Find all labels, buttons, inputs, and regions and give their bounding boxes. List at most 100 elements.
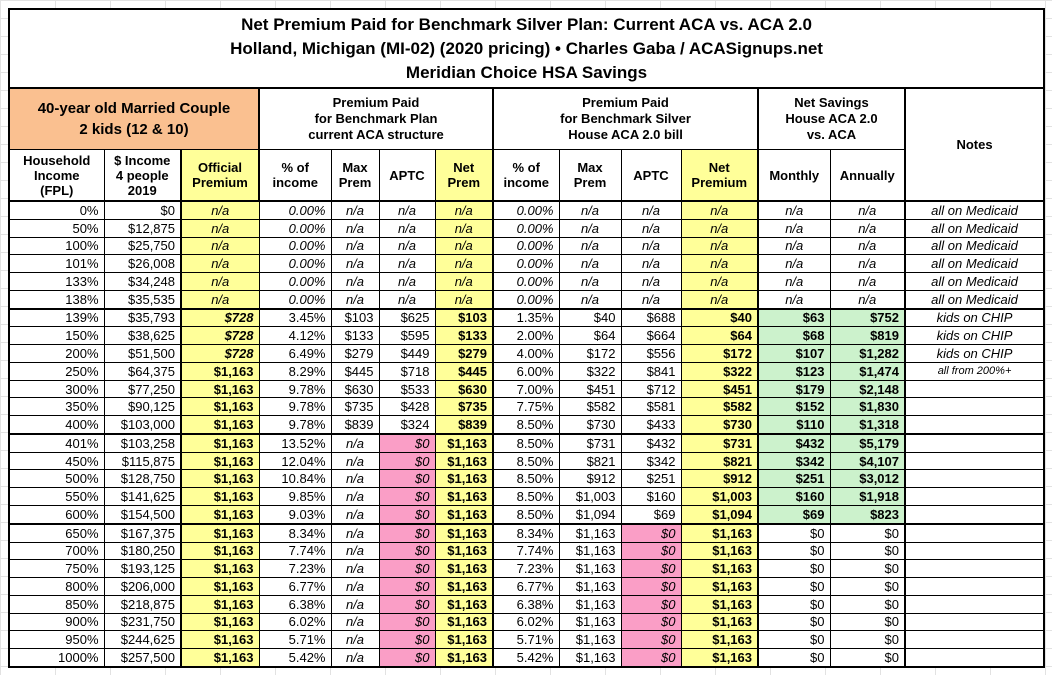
cell-aca2_pct_income: 7.23% <box>492 559 560 579</box>
cell-aca2_aptc: $160 <box>620 487 682 506</box>
cell-income_2019: $35,793 <box>103 307 182 328</box>
cell-aca_pct_income: 8.29% <box>258 361 332 381</box>
cell-aca_pct_income: 12.04% <box>258 451 332 471</box>
cell-notes: kids on CHIP <box>903 344 1045 363</box>
table-row: 950% $244,625 $1,163 5.71% n/a $0 $1,163 5.71% $… <box>8 630 1045 650</box>
cell-aca2_pct_income: 8.34% <box>492 522 560 543</box>
col-header-aca2-pct-income: % of income <box>492 149 560 202</box>
cell-fpl: 50% <box>8 218 105 238</box>
cell-official_premium: $728 <box>180 326 260 346</box>
cell-aca_aptc: $0 <box>378 469 436 489</box>
cell-aca_aptc: $0 <box>378 577 436 596</box>
cell-aca_max_prem: n/a <box>330 648 380 668</box>
cell-income_2019: $90,125 <box>103 397 182 417</box>
premium-table: Net Premium Paid for Benchmark Silver Pl… <box>8 8 1046 668</box>
cell-aca_aptc: $0 <box>378 541 436 561</box>
cell-notes: all on Medicaid <box>903 200 1045 220</box>
cell-aca2_aptc: $0 <box>620 577 682 596</box>
cell-aca_max_prem: $279 <box>330 344 380 363</box>
cell-aca2_net_premium: $731 <box>680 432 759 453</box>
cell-aca2_net_premium: $40 <box>680 307 759 328</box>
group-header-aca2: Premium Paid for Benchmark Silver House … <box>492 87 759 150</box>
cell-aca2_net_premium: $451 <box>680 379 759 399</box>
cell-aca_max_prem: n/a <box>330 487 380 506</box>
cell-aca_net_prem: $445 <box>434 361 494 381</box>
title-line-2: Holland, Michigan (MI-02) (2020 pricing)… <box>230 38 823 58</box>
cell-aca2_pct_income: 6.02% <box>492 612 560 632</box>
cell-notes <box>903 415 1045 435</box>
cell-income_2019: $64,375 <box>103 361 182 381</box>
cell-notes: all on Medicaid <box>903 218 1045 238</box>
cell-fpl: 1000% <box>8 648 105 668</box>
cell-aca2_max_prem: $912 <box>558 469 622 489</box>
cell-official_premium: $1,163 <box>180 397 260 417</box>
table-row: 700% $180,250 $1,163 7.74% n/a $0 $1,163 7.74% $… <box>8 541 1045 561</box>
cell-aca_pct_income: 9.78% <box>258 379 332 399</box>
cell-aca2_aptc: $664 <box>620 326 682 346</box>
cell-aca2_aptc: n/a <box>620 218 682 238</box>
cell-fpl: 400% <box>8 415 105 435</box>
cell-aca_max_prem: n/a <box>330 451 380 471</box>
cell-official_premium: $1,163 <box>180 487 260 506</box>
cell-income_2019: $141,625 <box>103 487 182 506</box>
cell-aca_max_prem: n/a <box>330 559 380 579</box>
table-row: 50% $12,875 n/a 0.00% n/a n/a n/a 0.00% n/a n/a n/… <box>8 218 1045 238</box>
cell-aca2_net_premium: $582 <box>680 397 759 417</box>
cell-savings_annually: $1,282 <box>829 344 906 363</box>
cell-aca_max_prem: n/a <box>330 236 380 256</box>
cell-aca2_pct_income: 4.00% <box>492 344 560 363</box>
table-row: 200% $51,500 $728 6.49% $279 $449 $279 4.00% $17… <box>8 344 1045 363</box>
cell-aca_max_prem: n/a <box>330 630 380 650</box>
cell-aca2_pct_income: 6.38% <box>492 594 560 614</box>
cell-aca_net_prem: n/a <box>434 236 494 256</box>
cell-aca_aptc: n/a <box>378 254 436 274</box>
cell-aca2_max_prem: n/a <box>558 272 622 291</box>
cell-savings_monthly: n/a <box>757 200 831 220</box>
col-header-income: $ Income 4 people 2019 <box>103 149 182 202</box>
cell-aca2_aptc: $0 <box>620 648 682 668</box>
cell-aca2_net_premium: $730 <box>680 415 759 435</box>
cell-aca2_net_premium: $172 <box>680 344 759 363</box>
cell-aca2_aptc: $69 <box>620 504 682 525</box>
cell-notes <box>903 469 1045 489</box>
cell-aca_aptc: n/a <box>378 200 436 220</box>
cell-aca_aptc: $449 <box>378 344 436 363</box>
cell-aca2_pct_income: 7.75% <box>492 397 560 417</box>
cell-savings_monthly: $69 <box>757 504 831 525</box>
table-row: 139% $35,793 $728 3.45% $103 $625 $103 1.35% $40… <box>8 307 1045 328</box>
cell-aca2_aptc: $251 <box>620 469 682 489</box>
cell-aca_max_prem: $630 <box>330 379 380 399</box>
cell-income_2019: $206,000 <box>103 577 182 596</box>
cell-savings_annually: $752 <box>829 307 906 328</box>
cell-aca_max_prem: n/a <box>330 541 380 561</box>
cell-aca_net_prem: $1,163 <box>434 541 494 561</box>
col-header-aca-pct-income: % of income <box>258 149 332 202</box>
col-header-aca-max-prem: Max Prem <box>330 149 380 202</box>
cell-income_2019: $231,750 <box>103 612 182 632</box>
cell-income_2019: $12,875 <box>103 218 182 238</box>
cell-aca2_net_premium: n/a <box>680 236 759 256</box>
cell-savings_monthly: $0 <box>757 594 831 614</box>
table-title: Net Premium Paid for Benchmark Silver Pl… <box>8 8 1045 89</box>
table-row: 101% $26,008 n/a 0.00% n/a n/a n/a 0.00% n/a n/a n… <box>8 254 1045 274</box>
group-header-row: 40-year old Married Couple 2 kids (12 & … <box>8 87 1045 202</box>
cell-official_premium: $1,163 <box>180 361 260 381</box>
cell-aca2_aptc: n/a <box>620 254 682 274</box>
cell-savings_monthly: $160 <box>757 487 831 506</box>
cell-aca_pct_income: 5.42% <box>258 648 332 668</box>
cell-aca_max_prem: n/a <box>330 522 380 543</box>
col-header-savings-annually: Annually <box>829 149 906 202</box>
cell-aca_aptc: $0 <box>378 559 436 579</box>
cell-aca2_max_prem: n/a <box>558 218 622 238</box>
cell-aca_aptc: n/a <box>378 218 436 238</box>
cell-aca2_pct_income: 0.00% <box>492 218 560 238</box>
cell-aca2_net_premium: $1,163 <box>680 541 759 561</box>
cell-aca2_net_premium: $912 <box>680 469 759 489</box>
cell-aca_max_prem: $735 <box>330 397 380 417</box>
cell-notes: all on Medicaid <box>903 254 1045 274</box>
cell-aca_net_prem: n/a <box>434 254 494 274</box>
cell-aca2_pct_income: 1.35% <box>492 307 560 328</box>
cell-aca2_net_premium: n/a <box>680 218 759 238</box>
cell-aca2_aptc: $688 <box>620 307 682 328</box>
cell-aca_net_prem: $1,163 <box>434 469 494 489</box>
